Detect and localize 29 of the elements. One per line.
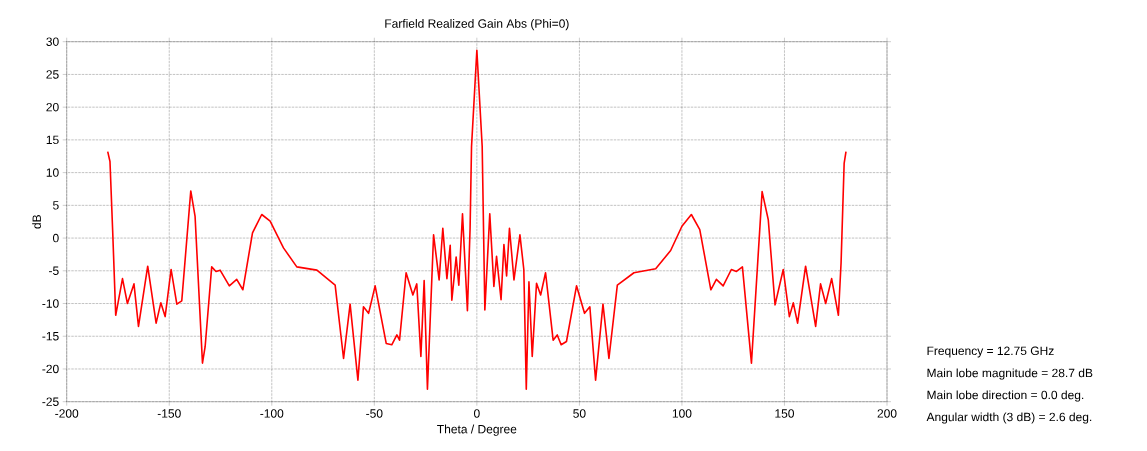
y-tick-label: -15 (42, 332, 59, 341)
x-axis-title: Theta / Degree (437, 424, 517, 436)
text: Frequency = 12.75 GHz (927, 346, 1054, 358)
text: Angular width (3 dB) = 2.6 deg. (926, 412, 1092, 424)
text: Main lobe direction = 0.0 deg. (927, 390, 1084, 402)
y-tick-label: -10 (42, 299, 59, 308)
y-tick-label: -5 (49, 266, 59, 275)
x-tick-label: -150 (157, 409, 181, 418)
x-tick-label: 0 (473, 409, 480, 418)
x-tick-label: -100 (260, 409, 284, 418)
y-tick-label: -20 (42, 364, 59, 374)
x-tick-label: -50 (366, 409, 383, 418)
y-tick-label: -25 (42, 397, 59, 406)
y-tick-label: 5 (52, 201, 59, 210)
x-tick-label: 100 (672, 409, 692, 418)
x-tick-label: -200 (55, 409, 79, 418)
x-tick-label: 150 (775, 409, 795, 418)
y-axis-title: dB (32, 215, 41, 229)
line-series (106, 49, 847, 391)
x-tick-label: 200 (877, 409, 897, 418)
y-tick-label: 25 (46, 70, 59, 79)
chart-title: Farfield Realized Gain Abs (Phi=0) (385, 19, 569, 31)
y-tick-label: 20 (46, 102, 59, 112)
text: Main lobe magnitude = 28.7 dB (927, 368, 1093, 380)
y-tick-label: 30 (46, 37, 59, 46)
y-tick-label: 0 (52, 233, 59, 243)
y-tick-label: 10 (46, 168, 59, 177)
y-tick-label: 15 (46, 135, 59, 145)
x-tick-label: 50 (573, 409, 586, 418)
